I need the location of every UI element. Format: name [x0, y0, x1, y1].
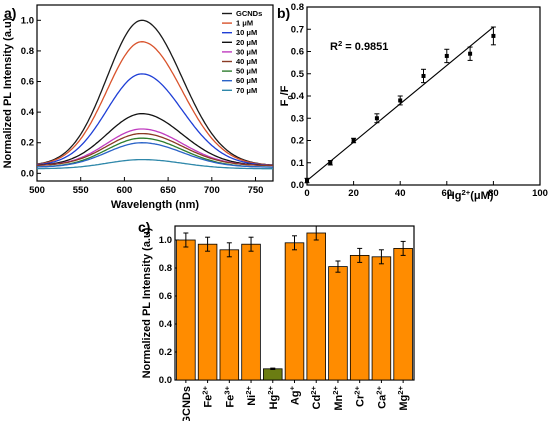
panel-c-bar: [371, 256, 392, 381]
panel-a-legend-label: 40 μM: [236, 57, 257, 66]
panel-b-frame: [306, 6, 541, 186]
panel-a-y-axis-label: Normalized PL Intensity (a.u): [2, 17, 14, 168]
panel-b-y-tick-label: 0.4: [291, 91, 305, 102]
panel-b-x-tick-label: 100: [532, 188, 548, 199]
panel-a-legend-label: 20 μM: [236, 38, 257, 47]
panel-a-spectrum-line: [36, 41, 274, 166]
panel-a-y-tick-label: 0.2: [21, 138, 34, 149]
panel-b-x-tick-label: 80: [488, 188, 499, 199]
panel-b-r2-annotation: R2 = 0.9851: [330, 39, 388, 54]
panel-c-bar: [284, 242, 305, 381]
panel-a-label: a): [4, 5, 16, 21]
panel-c-x-tick-label: Fe2+: [200, 385, 215, 407]
panel-a-legend-label: GCNDs: [236, 9, 262, 18]
panel-b-y-axis-label: F0/F: [279, 85, 295, 106]
panel-a-y-tick-label: 0.4: [21, 107, 35, 118]
panel-c-y-tick-label: 0.8: [159, 263, 172, 274]
panel-a-legend-label: 1 μM: [236, 19, 253, 28]
panel-a-y-tick-label: 1.0: [21, 15, 34, 26]
panel-a-legend-label: 60 μM: [236, 76, 257, 85]
panel-a-legend-label: 10 μM: [236, 28, 257, 37]
panel-b-data-point: [351, 138, 356, 143]
panel-a-spectrum-line: [37, 132, 273, 167]
panel-b-data-point: [328, 160, 333, 165]
panel-a-x-tick-label: 600: [116, 185, 132, 196]
panel-c-y-tick-label: 0.6: [159, 291, 172, 302]
panel-a-x-tick-label: 650: [160, 185, 176, 196]
panel-c-x-tick-label: Cr2+: [352, 385, 367, 407]
panel-a-x-tick-label: 550: [73, 185, 89, 196]
panel-a-x-tick-label: 700: [204, 185, 220, 196]
panel-c-x-tick-label: Ni2+: [244, 385, 259, 405]
panel-b-data-point: [305, 178, 309, 183]
panel-b-label: b): [277, 5, 290, 21]
panel-b-data-point: [491, 33, 496, 38]
panel-c-y-tick-label: 0.2: [159, 347, 172, 358]
panel-c-y-tick-label: 1.0: [159, 235, 172, 246]
panel-b-x-axis-label: Hg2+(μM): [447, 188, 494, 203]
panel-c-bar: [241, 243, 261, 381]
panel-c-bar: [219, 249, 240, 381]
panel-a-frame: [36, 4, 274, 182]
panel-c-bar: [393, 247, 413, 381]
panel-c-bar: [263, 368, 283, 381]
panel-a-y-tick-label: 0.6: [21, 77, 34, 88]
panel-a-x-tick-label: 500: [29, 185, 45, 196]
panel-c-bar: [349, 254, 370, 381]
panel-a-y-tick-label: 0.8: [21, 46, 34, 57]
panel-c-bar: [197, 243, 218, 381]
panel-a-spectrum-line: [36, 19, 274, 166]
panel-a-legend-label: 70 μM: [236, 86, 257, 95]
panel-c-x-tick-label: Ca2+: [374, 385, 389, 408]
panel-c-x-tick-label: Cd2+: [309, 385, 324, 409]
panel-b-data-point: [444, 53, 449, 58]
panel-b-y-tick-label: 0.6: [291, 47, 304, 58]
panel-a-spectrum-line: [36, 73, 273, 166]
panel-b-x-tick-label: 40: [395, 188, 406, 199]
panel-c-label: c): [138, 219, 150, 235]
panel-a-spectrum-line: [36, 142, 273, 168]
panel-c-bar: [306, 232, 326, 381]
panel-b-y-tick-label: 0.8: [291, 2, 304, 13]
panel-b-y-tick-label: 0.1: [291, 158, 305, 169]
panel-b-x-tick-label: 20: [348, 188, 359, 199]
panel-c-y-tick-label: 0.4: [159, 319, 173, 330]
panel-a-legend-label: 50 μM: [236, 67, 257, 76]
panel-b-x-tick-label: 0: [304, 188, 309, 199]
panel-b-y-tick-label: 0.7: [291, 24, 304, 35]
panel-c-y-tick-label: 0.0: [159, 375, 172, 386]
panel-a-y-tick-label: 0.0: [21, 168, 34, 179]
panel-a-spectrum-line: [36, 113, 273, 167]
panel-c-x-tick-label: Mn2+: [330, 385, 345, 410]
panel-c-x-tick-label: Fe3+: [222, 385, 237, 407]
panel-c-bar: [176, 239, 196, 381]
panel-b-y-tick-label: 0.2: [291, 136, 304, 147]
panel-a-legend-label: 30 μM: [236, 47, 257, 56]
panel-c-x-tick-label: Mg2+: [396, 385, 411, 410]
panel-b-data-point: [374, 116, 379, 121]
panel-c-x-tick-label: GCNDs: [181, 386, 193, 421]
panel-b-y-tick-label: 0.0: [291, 180, 304, 191]
panel-a-spectrum-line: [36, 158, 273, 170]
panel-c-x-tick-label: Ag+: [287, 386, 302, 406]
panel-b-data-point: [398, 98, 403, 103]
panel-a-x-tick-label: 750: [248, 185, 264, 196]
panel-a-x-axis-label: Wavelength (nm): [111, 199, 200, 211]
panel-c-x-tick-label: Hg2+: [265, 385, 280, 409]
panel-b-x-tick-label: 60: [442, 188, 453, 199]
panel-c-y-axis-label: Normalized PL Intensity (a.u): [141, 227, 153, 378]
panel-b-y-tick-label: 0.3: [291, 113, 304, 124]
panel-b-y-tick-label: 0.5: [291, 69, 305, 80]
panel-b-data-point: [468, 51, 473, 56]
panel-b-data-point: [421, 73, 426, 78]
panel-c-bar: [328, 266, 348, 381]
